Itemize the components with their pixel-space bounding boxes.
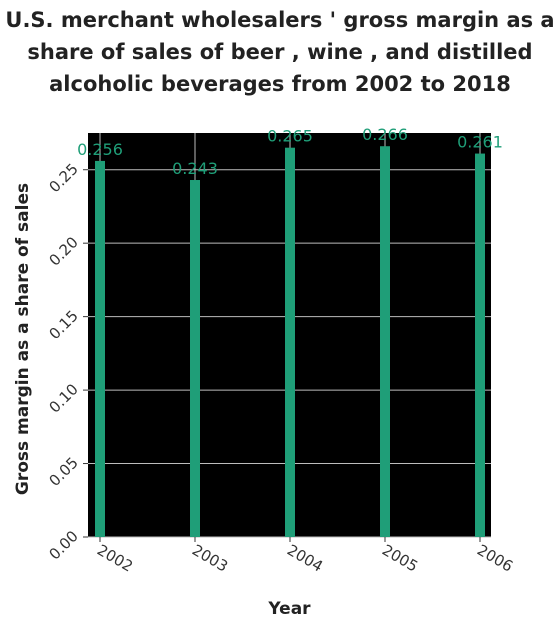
bar-2002 (95, 160, 105, 537)
y-axis-ticks: 0.00 0.05 0.10 0.15 0.20 0.25 (45, 160, 88, 563)
y-tick-label: 0.00 (45, 527, 81, 563)
y-tick-label: 0.05 (45, 454, 81, 490)
x-tick-label: 2003 (189, 541, 231, 576)
data-label: 0.243 (172, 159, 218, 178)
bar-2005 (380, 146, 390, 538)
data-labels: 0.256 0.243 0.265 0.266 0.261 (77, 125, 503, 178)
data-label: 0.265 (267, 127, 313, 146)
y-tick-label: 0.25 (45, 160, 81, 196)
y-tick-label: 0.15 (45, 307, 81, 343)
bar-2003 (190, 180, 200, 537)
data-label: 0.256 (77, 140, 123, 159)
bars (95, 146, 485, 538)
chart-title: U.S. merchant wholesalers ' gross margin… (5, 8, 555, 96)
x-tick-label: 2002 (94, 541, 136, 576)
bar-2006 (475, 153, 485, 538)
data-label: 0.266 (362, 125, 408, 144)
data-label: 0.261 (457, 133, 503, 152)
x-tick-label: 2006 (474, 541, 516, 576)
y-tick-label: 0.10 (45, 380, 81, 416)
x-tick-label: 2004 (284, 541, 326, 576)
x-tick-label: 2005 (379, 541, 421, 576)
y-axis-title: Gross margin as a share of sales (13, 183, 33, 495)
x-axis-title: Year (267, 599, 311, 619)
y-tick-label: 0.20 (45, 233, 81, 269)
x-axis-ticks: 2002 2003 2004 2005 2006 (94, 537, 516, 576)
bar-2004 (285, 147, 295, 537)
